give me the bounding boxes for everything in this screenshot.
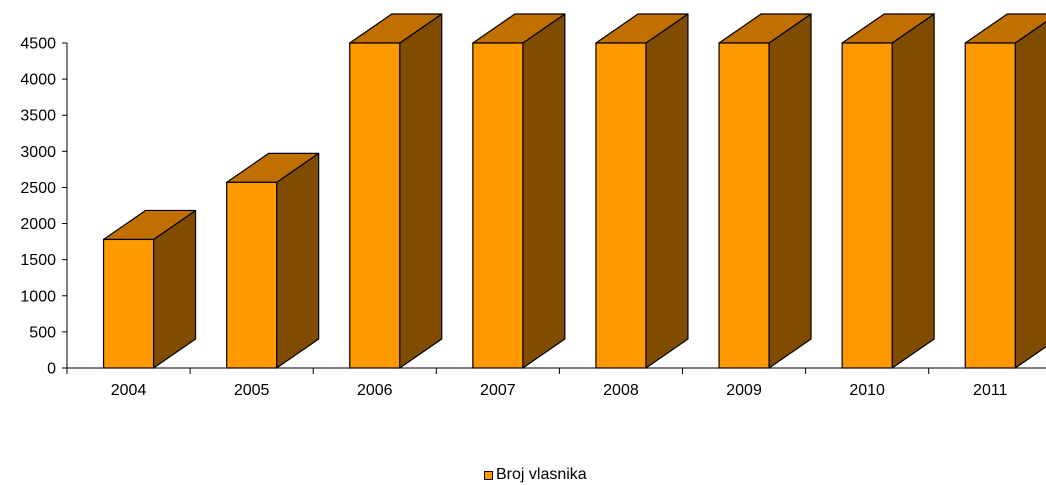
bar [841,13,935,369]
bar-front [841,42,893,369]
y-tick-label: 1000 [20,288,56,305]
bar-side [399,13,443,369]
x-tick-label: 2007 [480,382,516,399]
y-tick-label: 500 [29,324,56,341]
x-tick-label: 2006 [357,382,393,399]
bar-side [891,13,935,369]
y-tick-label: 4000 [20,72,56,89]
y-tick-label: 2000 [20,216,56,233]
y-tick-label: 1500 [20,252,56,269]
legend-label: Broj vlasnika [496,466,587,483]
x-tick-label: 2009 [726,382,762,399]
bar-front [964,42,1016,369]
x-tick-label: 2004 [111,382,147,399]
bar-front [472,42,524,369]
bar-front [595,42,647,369]
bar [718,13,812,369]
bar-side [1014,21,1046,369]
bar-front [102,238,155,369]
legend-swatch [484,470,493,480]
bar [595,13,689,369]
x-tick-label: 2010 [849,382,885,399]
y-tick-label: 3000 [20,144,56,161]
x-axis: 2004 2005 2006 2007 2008 2009 2010 2011 [66,367,1046,399]
bar [226,152,320,369]
bar-front [718,42,770,369]
bars [102,13,1046,369]
bar-side [522,13,566,369]
bar-front [226,181,278,369]
x-tick-label: 2005 [234,382,270,399]
bar [964,13,1046,369]
bar [102,209,197,369]
bar [472,13,566,369]
y-tick-label: 2500 [20,180,56,197]
bar [349,13,443,369]
y-tick-label: 4500 [20,36,56,53]
y-tick-label: 0 [47,361,56,378]
bar-side [768,13,812,369]
bar-front [349,42,401,369]
bar-side [276,152,320,369]
bar-side [645,13,689,369]
x-tick-label: 2011 [973,382,1008,399]
x-tick-label: 2008 [603,382,639,399]
y-axis: 0 500 1000 1500 2000 2500 3000 3500 4000 4500 [20,36,68,378]
legend: Broj vlasnika [484,466,587,484]
y-tick-label: 3500 [20,108,56,125]
